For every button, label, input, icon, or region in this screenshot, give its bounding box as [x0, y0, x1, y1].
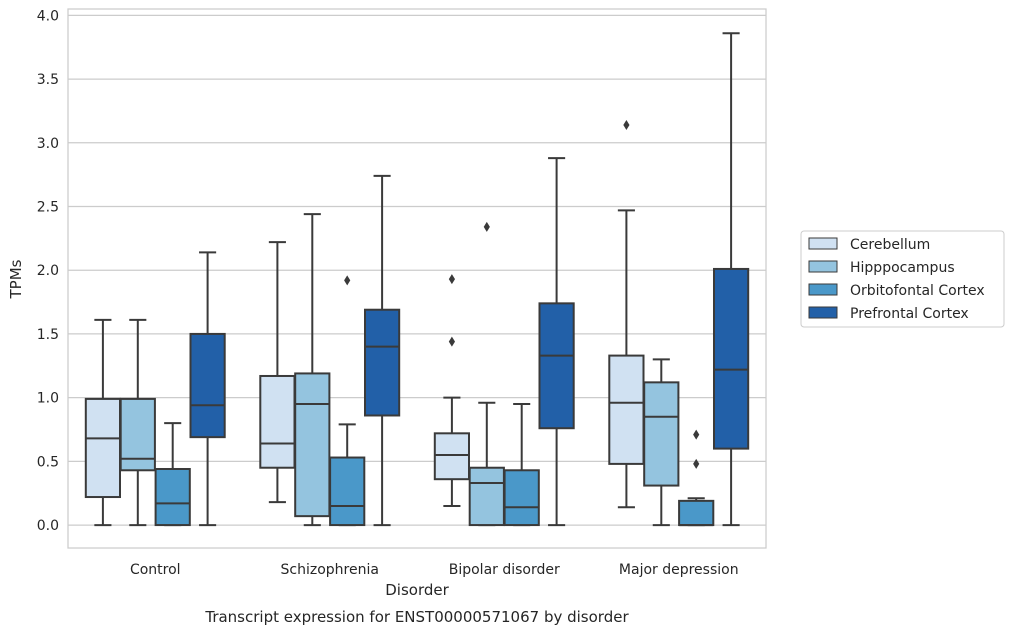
box-hipppocampus — [119, 318, 156, 527]
y-tick-label: 3.0 — [37, 136, 59, 152]
legend: Cerebellum Hipppocampus Orbitofontal Corte… — [800, 230, 1005, 328]
legend-swatch — [808, 260, 838, 273]
y-axis-label: TPMs — [7, 259, 25, 299]
y-tick-label: 4.0 — [37, 8, 59, 24]
legend-frame — [800, 230, 1005, 328]
box-body — [608, 354, 645, 465]
outlier-point — [448, 336, 455, 347]
x-axis-label: Disorder — [385, 581, 449, 599]
box-body — [294, 372, 331, 518]
box-body — [433, 432, 471, 481]
box-cerebellum — [608, 119, 645, 509]
x-tick-label: Bipolar disorder — [449, 562, 560, 578]
outlier-point — [483, 221, 490, 232]
legend-label: Prefrontal Cortex — [850, 306, 969, 322]
box-orbitofontal-cortex — [329, 275, 366, 527]
box-hipppocampus — [643, 358, 680, 527]
legend-label: Orbitofontal Cortex — [850, 283, 985, 299]
box-body — [643, 381, 680, 487]
box-body — [189, 332, 226, 439]
x-tick-label: Schizophrenia — [281, 562, 379, 578]
y-tick-label: 2.0 — [37, 263, 59, 279]
x-tick-label: Control — [130, 562, 181, 578]
box-orbitofontal-cortex — [678, 429, 715, 527]
x-tick-labels: Control Schizophrenia Bipolar disorder Majo… — [130, 562, 739, 578]
y-tick-labels: 0.0 0.5 1.0 1.5 2.0 2.5 3.0 3.5 4.0 — [37, 8, 59, 534]
outlier-point — [693, 458, 700, 469]
y-tick-label: 1.5 — [37, 327, 59, 343]
y-tick-label: 2.5 — [37, 200, 59, 216]
y-tick-label: 0.5 — [37, 454, 59, 470]
box-prefrontal-cortex — [538, 157, 575, 527]
box-body — [678, 499, 715, 527]
box-body — [712, 267, 750, 450]
legend-swatch — [808, 283, 838, 296]
outlier-point — [448, 274, 455, 285]
box-body — [259, 374, 296, 469]
outlier-point — [693, 429, 700, 440]
grid-layer — [68, 14, 766, 526]
legend-swatch — [808, 306, 838, 319]
box-body — [503, 469, 540, 527]
chart-caption: Transcript expression for ENST0000057106… — [204, 608, 629, 626]
box-hipppocampus — [468, 221, 505, 527]
box-prefrontal-cortex — [363, 174, 401, 527]
y-tick-label: 0.0 — [37, 518, 59, 534]
legend-label: Cerebellum — [850, 237, 930, 253]
box-prefrontal-cortex — [712, 32, 750, 527]
box-orbitofontal-cortex — [154, 422, 191, 527]
legend-label: Hipppocampus — [850, 260, 955, 276]
y-tick-label: 1.0 — [37, 391, 59, 407]
box-cerebellum — [84, 318, 122, 527]
legend-swatch — [808, 237, 838, 250]
box-body — [363, 308, 401, 417]
box-body — [329, 456, 366, 527]
plot-frame — [67, 8, 767, 549]
box-body — [84, 397, 122, 499]
box-layer — [84, 32, 750, 527]
box-cerebellum — [433, 274, 471, 507]
box-hipppocampus — [294, 213, 331, 527]
box-cerebellum — [259, 241, 296, 504]
outlier-point — [344, 275, 351, 286]
box-body — [538, 302, 575, 430]
box-orbitofontal-cortex — [503, 403, 540, 527]
box-prefrontal-cortex — [189, 251, 226, 527]
box-body — [154, 467, 191, 527]
x-tick-label: Major depression — [619, 562, 739, 578]
y-tick-label: 3.5 — [37, 72, 59, 88]
box-body — [468, 466, 505, 527]
outlier-point — [623, 119, 630, 130]
